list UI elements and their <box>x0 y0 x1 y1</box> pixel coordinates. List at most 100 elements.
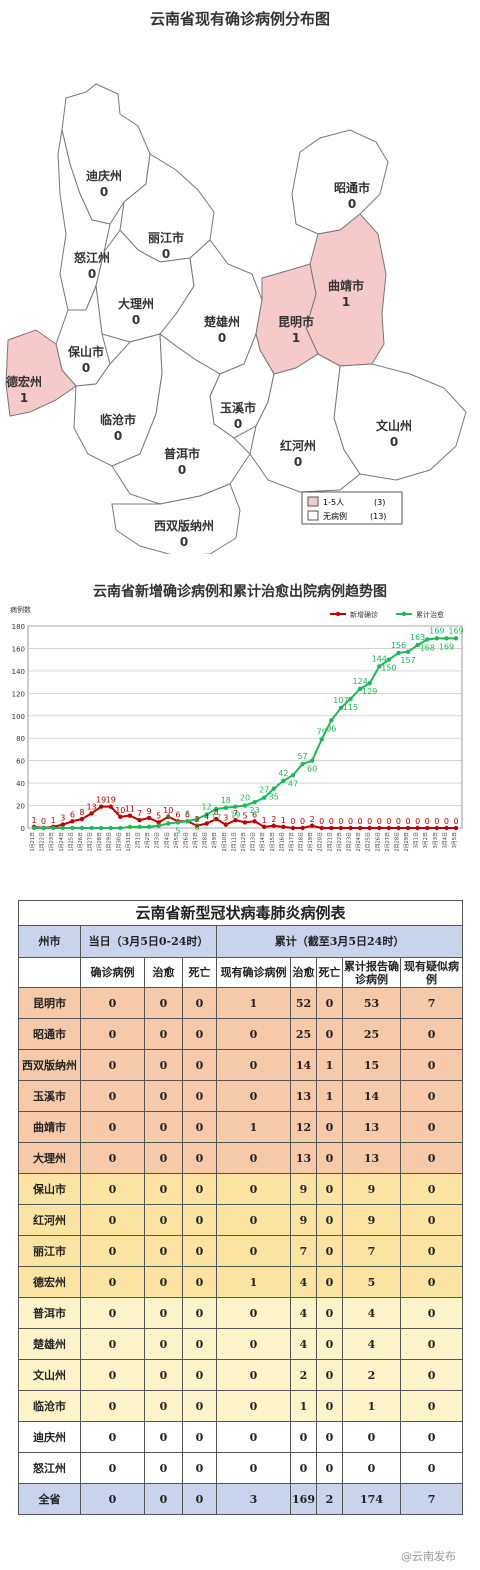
row-total-cured: 13 <box>290 1142 317 1174</box>
row-current: 0 <box>216 1018 291 1050</box>
row-current: 0 <box>216 1204 291 1236</box>
map-region-name: 昭通市 <box>334 180 370 195</box>
data-point-new <box>396 825 401 831</box>
data-point-cured <box>89 825 94 831</box>
row-total-cured: 13 <box>290 1080 317 1112</box>
data-point-new <box>79 816 85 822</box>
data-point-cured <box>70 825 75 831</box>
table-row: 文山州 0 0 0 0 2 0 2 0 <box>18 1359 464 1391</box>
data-point-new <box>204 821 209 826</box>
map-region-name: 怒江州 <box>74 250 110 265</box>
data-point-cured <box>348 696 353 702</box>
data-label-cured: 168 <box>420 643 435 652</box>
data-label-new: 1 <box>262 816 267 825</box>
header-dead: 死亡 <box>182 957 217 988</box>
header-cured: 治愈 <box>144 957 183 988</box>
row-total-cured: 1 <box>290 1390 317 1422</box>
map-region-name: 玉溪市 <box>220 400 256 415</box>
row-cured: 0 <box>144 1297 183 1329</box>
row-cured: 0 <box>144 1111 183 1143</box>
data-point-new <box>127 813 133 818</box>
data-point-new <box>146 815 152 821</box>
data-label-new: 4 <box>204 813 209 822</box>
row-total-cured: 4 <box>290 1266 317 1298</box>
row-region: 全省 <box>18 1483 81 1515</box>
row-dead: 0 <box>182 1142 217 1174</box>
row-suspect: 0 <box>399 1328 464 1360</box>
row-region: 玉溪市 <box>18 1080 81 1112</box>
row-confirmed: 0 <box>80 1111 145 1143</box>
row-dead: 0 <box>182 1111 217 1143</box>
data-label-new: 2 <box>194 815 199 824</box>
row-total-confirmed: 0 <box>342 1452 401 1484</box>
row-total-cured: 25 <box>290 1018 317 1050</box>
x-tick-label: 2月14日 <box>260 832 266 852</box>
data-point-new <box>233 817 238 823</box>
row-suspect: 0 <box>399 1018 464 1050</box>
data-label-cured: 169 <box>429 626 444 635</box>
data-point-cured <box>329 718 334 723</box>
x-tick-label: 1月21日 <box>30 832 36 852</box>
row-confirmed: 0 <box>80 1018 145 1050</box>
data-point-cured <box>290 773 296 778</box>
data-point-cured <box>233 804 238 809</box>
table-row: 西双版纳州 0 0 0 0 14 1 15 0 <box>18 1049 464 1081</box>
data-point-cured <box>453 636 459 641</box>
x-tick-label: 2月13日 <box>251 832 257 852</box>
map-region-count: 1 <box>20 391 28 405</box>
data-point-cured <box>98 825 104 831</box>
row-confirmed: 0 <box>80 1142 145 1174</box>
row-total-dead: 1 <box>316 1080 343 1112</box>
map-region-name: 红河州 <box>280 438 316 453</box>
header-confirmed: 确诊病例 <box>80 957 145 988</box>
data-point-cured <box>214 806 219 812</box>
data-label-new: 0 <box>377 817 382 826</box>
row-current: 0 <box>216 1235 291 1267</box>
x-tick-label: 1月30日 <box>116 832 122 852</box>
data-label-new: 0 <box>329 817 334 826</box>
row-cured: 0 <box>144 1235 183 1267</box>
row-total-cured: 2 <box>290 1359 317 1391</box>
x-tick-label: 1月26日 <box>78 832 84 852</box>
x-tick-label: 1月22日 <box>40 832 46 852</box>
row-total-dead: 0 <box>316 1328 343 1360</box>
map-region-count: 0 <box>390 435 398 449</box>
row-current: 1 <box>216 987 291 1019</box>
row-confirmed: 0 <box>80 1359 145 1391</box>
row-cured: 0 <box>144 1080 183 1112</box>
region-shape-zhaotong <box>291 129 389 235</box>
x-tick-label: 2月29日 <box>404 832 410 852</box>
x-tick-label: 3月4日 <box>442 832 448 848</box>
row-dead: 0 <box>182 987 217 1019</box>
legend-label-case: 1-5人 <box>323 498 344 507</box>
map-region-count: 0 <box>178 463 186 477</box>
row-confirmed: 0 <box>80 1049 145 1081</box>
data-point-cured <box>223 805 229 810</box>
map-region-count: 0 <box>218 331 226 345</box>
data-point-new <box>98 804 104 809</box>
row-confirmed: 0 <box>80 1266 145 1298</box>
header-region: 州市 <box>18 925 81 958</box>
row-suspect: 7 <box>399 987 464 1019</box>
map-region-name: 迪庆州 <box>86 168 122 183</box>
row-region: 怒江州 <box>18 1452 81 1484</box>
row-total-dead: 0 <box>316 1235 343 1267</box>
table-row: 丽江市 0 0 0 0 7 0 7 0 <box>18 1235 464 1267</box>
y-tick-label: 120 <box>12 690 25 698</box>
y-axis-label: 病例数 <box>10 605 31 614</box>
x-tick-label: 2月21日 <box>327 832 333 852</box>
table-total-row: 全省 0 0 0 3 169 2 174 7 <box>18 1483 464 1515</box>
data-point-new <box>108 804 113 809</box>
row-cured: 0 <box>144 1204 183 1236</box>
row-total-confirmed: 4 <box>342 1328 401 1360</box>
data-label-new: 13 <box>86 802 96 811</box>
x-tick-label: 1月31日 <box>126 832 132 852</box>
x-tick-label: 3月1日 <box>414 832 420 848</box>
data-point-new <box>70 819 75 824</box>
table-row: 昭通市 0 0 0 0 25 0 25 0 <box>18 1018 464 1050</box>
data-point-cured <box>60 825 65 831</box>
data-label-new: 0 <box>300 817 305 826</box>
row-suspect: 0 <box>399 1390 464 1422</box>
data-label-cured: 156 <box>391 641 406 650</box>
row-cured: 0 <box>144 1142 183 1174</box>
